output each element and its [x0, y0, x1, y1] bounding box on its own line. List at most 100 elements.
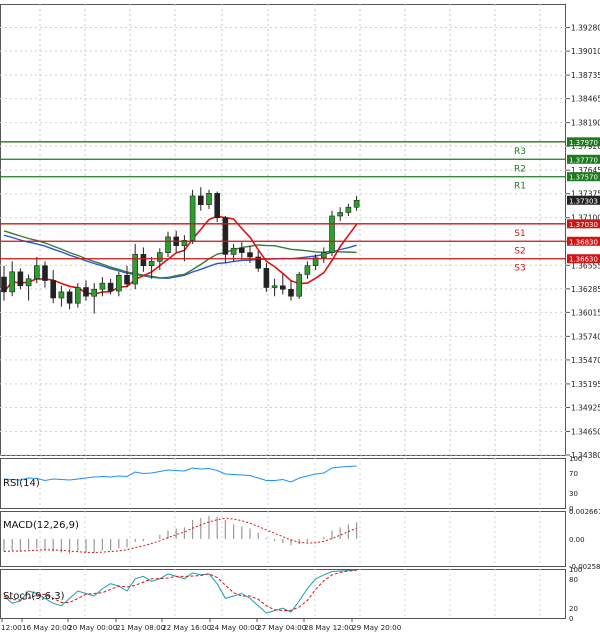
- level-price-tag-r2: [567, 154, 600, 164]
- level-name-s3: S3: [514, 264, 525, 274]
- level-name-r2: R2: [514, 164, 526, 174]
- candle-bear: [279, 285, 286, 290]
- candle-bull: [320, 252, 327, 259]
- price-tick-label: 1.34380: [571, 451, 600, 460]
- candle-bull: [25, 278, 32, 287]
- macd-label: MACD(12,26,9): [3, 520, 79, 531]
- candle-bull: [312, 257, 319, 267]
- candle-bear: [255, 256, 261, 269]
- candle-bear: [83, 287, 89, 297]
- candle-bull: [304, 265, 311, 275]
- candle-bull: [58, 291, 65, 299]
- level-price-tag-s2: [567, 236, 600, 246]
- stoch-scale-label: 20: [569, 605, 578, 613]
- candle-bull: [91, 288, 97, 297]
- level-price-label-s3: 1.36630: [569, 256, 598, 264]
- candle-bull: [99, 282, 106, 290]
- candle-bull: [75, 287, 81, 304]
- time-axis-label: 21 May 08:00: [116, 623, 166, 632]
- stoch-label: Stoch(9,6,3): [3, 591, 65, 602]
- stoch-scale-label: 0: [569, 615, 573, 623]
- level-name-s1: S1: [514, 229, 525, 239]
- price-tick-label: 1.39280: [571, 24, 600, 33]
- price-tick-label: 1.37645: [571, 166, 600, 175]
- price-tick-label: 1.34650: [571, 427, 600, 436]
- rsi-label: RSI(14): [3, 478, 40, 489]
- candle-bull: [165, 236, 171, 253]
- ma-slow-line: [3, 234, 357, 280]
- price-tick-label: 1.39010: [571, 47, 600, 56]
- price-tick-label: 1.38735: [571, 71, 600, 80]
- level-name-r3: R3: [514, 147, 526, 157]
- current-price-tag: [567, 195, 600, 205]
- candle-bull: [148, 261, 155, 267]
- candle-bear: [50, 280, 57, 299]
- candle-bull: [206, 192, 212, 205]
- time-axis-label: 22 May 16:00: [162, 623, 212, 632]
- candle-bear: [42, 265, 48, 281]
- candle-bull: [116, 274, 122, 292]
- candle-bear: [66, 291, 73, 304]
- candle-bear: [1, 276, 7, 293]
- stochastic-panel-frame: [0, 569, 566, 619]
- candle-bull: [181, 240, 188, 246]
- stoch-scale-label: 80: [569, 576, 578, 584]
- time-axis-label: 12:00: [1, 623, 22, 632]
- candle-bear: [222, 217, 229, 255]
- level-price-tag-s1: [567, 219, 600, 229]
- price-tick-label: 1.38465: [571, 95, 600, 104]
- candle-bull: [9, 271, 15, 293]
- current-price-label: 1.37303: [569, 197, 598, 205]
- candle-bull: [33, 265, 40, 280]
- level-price-tag-r1: [567, 172, 600, 182]
- price-tick-label: 1.37920: [571, 142, 600, 151]
- time-axis-label: 29 May 20:00: [352, 623, 402, 632]
- candle-bull: [353, 199, 360, 208]
- price-tick-label: 1.35195: [571, 380, 600, 389]
- stoch-d-line: [3, 570, 357, 612]
- ma-medium-line: [3, 230, 357, 279]
- price-tick-label: 1.36555: [571, 261, 600, 270]
- candle-bear: [124, 274, 130, 285]
- candle-bear: [198, 195, 204, 205]
- stoch-scale-label: 100: [569, 566, 582, 574]
- macd-scale-label: -0.002586: [569, 563, 600, 571]
- price-panel-frame: [0, 4, 566, 456]
- price-tick-label: 1.34925: [571, 403, 600, 412]
- rsi-line: [3, 465, 357, 483]
- candle-bull: [230, 247, 237, 255]
- level-name-s2: S2: [514, 246, 525, 256]
- price-tick-label: 1.37375: [571, 190, 600, 199]
- candle-bear: [107, 282, 114, 292]
- rsi-panel-frame: [0, 458, 566, 509]
- rsi-scale-label: 0: [569, 505, 573, 513]
- stoch-k-line: [3, 569, 357, 614]
- candle-bear: [288, 288, 294, 297]
- candle-bear: [247, 252, 253, 258]
- candle-bear: [239, 247, 245, 253]
- time-axis-label: 28 May 12:00: [304, 623, 354, 632]
- candle-bull: [345, 206, 352, 213]
- macd-scale-label: 0.002667: [569, 508, 600, 516]
- price-tick-label: 1.36285: [571, 285, 600, 294]
- time-axis-label: 16 May 20:00: [22, 623, 72, 632]
- level-price-label-r1: 1.37570: [569, 174, 598, 182]
- time-axis-label: 27 May 04:00: [257, 623, 307, 632]
- price-tick-label: 1.36015: [571, 308, 600, 317]
- candle-bull: [296, 274, 303, 297]
- time-axis-label: 24 May 00:00: [210, 623, 260, 632]
- candle-bear: [17, 271, 24, 287]
- level-price-label-s1: 1.37030: [569, 221, 598, 229]
- price-tick-label: 1.38190: [571, 119, 600, 128]
- level-price-tag-s3: [567, 254, 600, 264]
- candle-bull: [329, 215, 335, 253]
- candle-bull: [157, 252, 163, 262]
- candle-bull: [337, 212, 344, 217]
- level-price-tag-r3: [567, 137, 600, 147]
- candle-bull: [271, 285, 278, 288]
- candle-bear: [263, 268, 270, 288]
- price-tick-label: 1.35470: [571, 356, 600, 365]
- level-price-label-r3: 1.37970: [569, 139, 598, 147]
- price-tick-label: 1.37100: [571, 214, 600, 223]
